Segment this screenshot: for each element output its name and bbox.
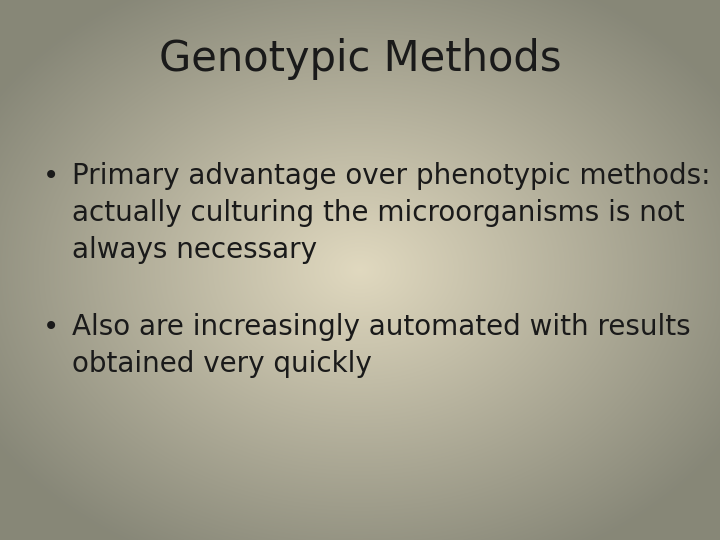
Text: Genotypic Methods: Genotypic Methods xyxy=(158,38,562,80)
Text: •: • xyxy=(43,313,60,341)
Text: •: • xyxy=(43,162,60,190)
Text: Primary advantage over phenotypic methods:
actually culturing the microorganisms: Primary advantage over phenotypic method… xyxy=(72,162,711,264)
Text: Also are increasingly automated with results
obtained very quickly: Also are increasingly automated with res… xyxy=(72,313,690,378)
